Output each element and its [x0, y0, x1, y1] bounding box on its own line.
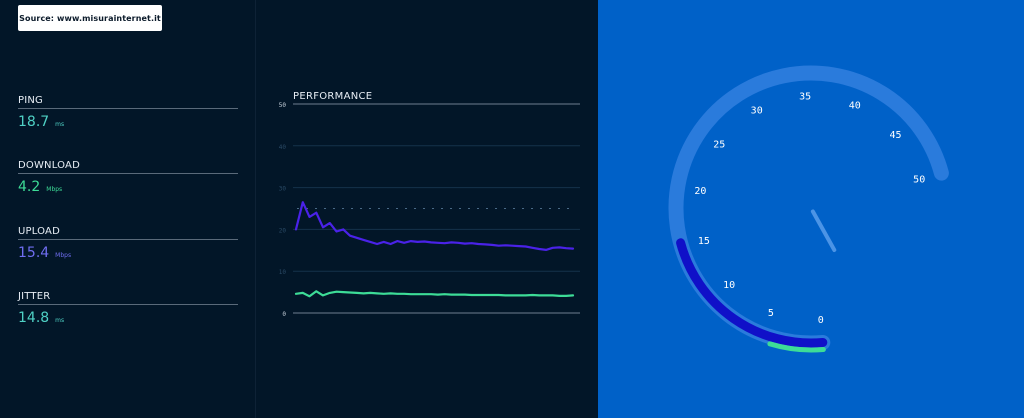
upload-arc — [676, 238, 828, 348]
y-tick-label: 50 — [279, 102, 287, 109]
jitter-metric: JITTER 14.8 ms — [18, 291, 238, 326]
download-metric: DOWNLOAD 4.2 Mbps — [18, 160, 238, 195]
ping-unit: ms — [55, 121, 65, 128]
gauge-tick-label: 10 — [723, 280, 735, 291]
y-tick-label: 10 — [279, 269, 287, 276]
gauge-tick-label: 20 — [694, 186, 706, 197]
download-series-line — [294, 290, 575, 298]
download-arc — [767, 341, 826, 353]
gauge-tick-label: 5 — [768, 308, 774, 319]
jitter-value: 14.8 — [18, 310, 50, 326]
download-label: DOWNLOAD — [18, 160, 238, 174]
gauge-tick-label: 15 — [698, 236, 710, 247]
jitter-unit: ms — [55, 317, 65, 324]
gauge-tick-label: 45 — [889, 130, 901, 141]
performance-chart: 0 10 20 30 40 50 — [279, 102, 580, 318]
chart-title: PERFORMANCE — [293, 91, 373, 102]
gauge-tick-label: 0 — [818, 315, 824, 326]
ping-label: PING — [18, 95, 238, 109]
gauge-needle — [810, 209, 837, 252]
gauge-tick-label: 40 — [849, 100, 861, 111]
y-tick-label: 0 — [282, 311, 286, 318]
y-tick-label: 30 — [279, 186, 287, 193]
upload-label: UPLOAD — [18, 226, 238, 240]
upload-metric: UPLOAD 15.4 Mbps — [18, 226, 238, 261]
gauge-tick-label: 25 — [713, 139, 725, 150]
ping-value: 18.7 — [18, 114, 50, 130]
gauge-tick-label: 35 — [799, 92, 811, 103]
ping-metric: PING 18.7 ms — [18, 95, 238, 130]
download-unit: Mbps — [46, 186, 63, 193]
jitter-label: JITTER — [18, 291, 238, 305]
upload-value: 15.4 — [18, 245, 50, 261]
source-button[interactable]: Source: www.misurainternet.it — [18, 5, 162, 31]
upload-unit: Mbps — [55, 252, 72, 259]
gauge-tick-label: 50 — [913, 175, 925, 186]
upload-series-line — [294, 201, 575, 251]
gauge-tick-label: 30 — [751, 106, 763, 117]
speed-gauge: 0 5 10 15 20 25 30 35 40 45 50 — [668, 65, 949, 353]
y-tick-label: 20 — [279, 227, 287, 234]
results-panel — [0, 0, 256, 418]
y-tick-label: 40 — [279, 144, 287, 151]
download-value: 4.2 — [18, 179, 41, 195]
